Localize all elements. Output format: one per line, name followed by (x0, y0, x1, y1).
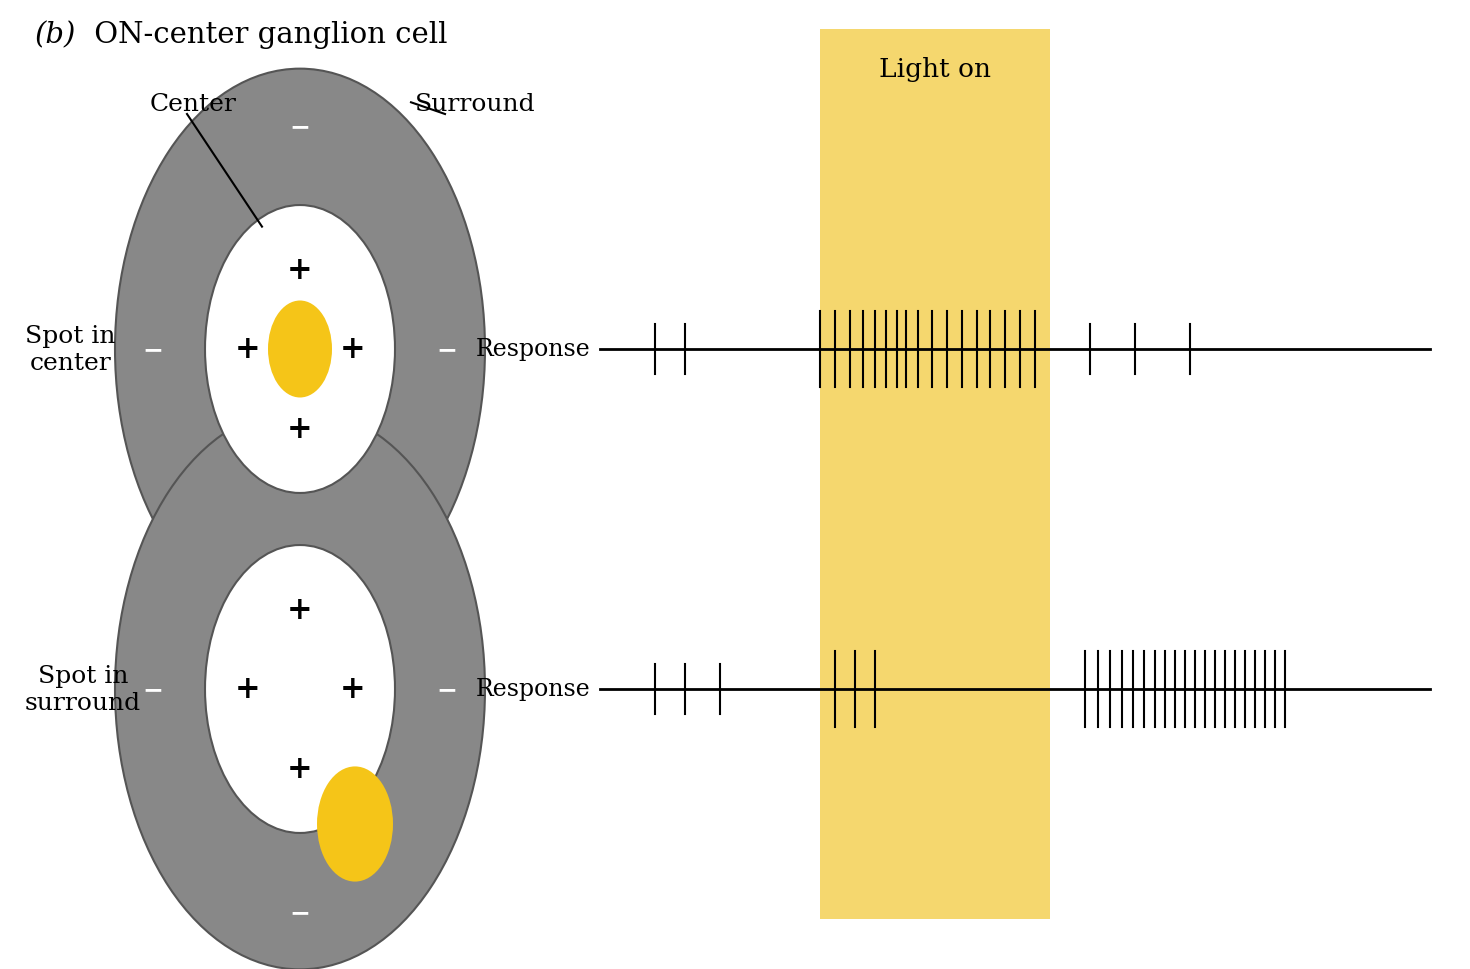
Ellipse shape (268, 301, 332, 398)
Text: −: − (437, 337, 457, 361)
Text: −: − (290, 115, 310, 140)
Text: +: + (287, 595, 313, 626)
Text: −: − (290, 900, 310, 923)
Text: +: + (287, 753, 313, 784)
Text: −: − (437, 677, 457, 702)
Text: +: + (287, 413, 313, 444)
Text: Surround: Surround (415, 93, 535, 116)
Text: Spot in
surround: Spot in surround (25, 665, 141, 714)
Text: +: + (287, 255, 313, 286)
Text: Response: Response (475, 338, 589, 361)
Text: +: + (340, 673, 365, 704)
Ellipse shape (204, 205, 395, 493)
Text: ON-center ganglion cell: ON-center ganglion cell (85, 21, 447, 49)
Ellipse shape (115, 70, 485, 630)
Text: Light on: Light on (879, 57, 991, 82)
Text: (b): (b) (35, 21, 76, 49)
Text: +: + (340, 334, 365, 365)
Text: +: + (235, 673, 260, 704)
Text: Center: Center (150, 93, 237, 116)
Text: −: − (143, 337, 163, 361)
Text: Spot in
center: Spot in center (25, 325, 116, 374)
Text: Response: Response (475, 677, 589, 701)
Ellipse shape (204, 546, 395, 833)
Text: −: − (143, 677, 163, 702)
Bar (820, 30, 1050, 919)
Ellipse shape (115, 409, 485, 969)
Text: −: − (290, 454, 310, 479)
Ellipse shape (318, 766, 392, 882)
Text: +: + (235, 334, 260, 365)
Text: −: − (290, 560, 310, 584)
